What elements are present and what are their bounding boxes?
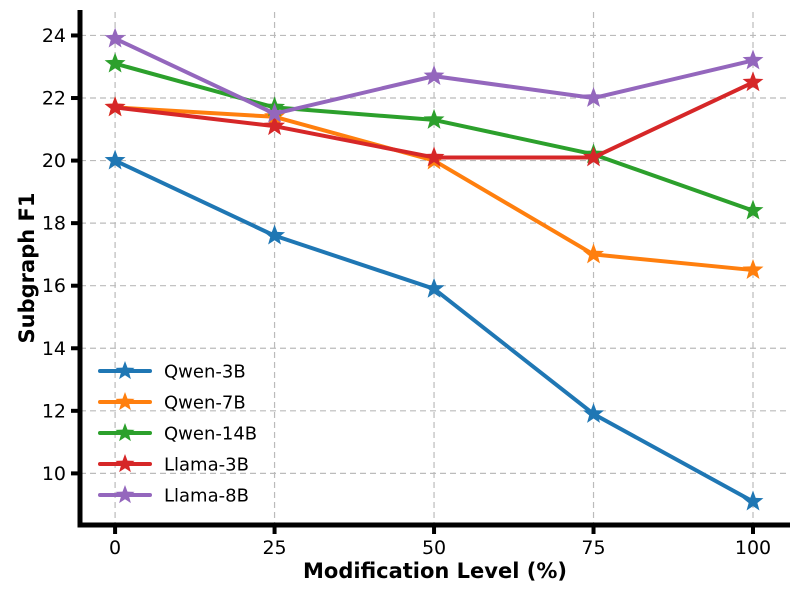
x-tick-label: 25	[262, 537, 286, 559]
legend-label-qwen-7b: Qwen-7B	[164, 393, 246, 414]
legend: Qwen-3B Qwen-7B Qwen-14B Llama-3B Llama-8B	[98, 361, 257, 507]
legend-item-llama-8b: Llama-8B	[98, 485, 249, 507]
x-tick-label: 100	[735, 537, 771, 559]
series-line-qwen-3b	[113, 158, 755, 504]
data-point-llama-3b-x75	[583, 146, 604, 167]
data-point-llama-3b-x25	[264, 115, 286, 136]
y-tick-label: 14	[42, 338, 66, 360]
data-point-llama-8b-x75	[583, 87, 604, 107]
x-axis-title: Modification Level (%)	[303, 559, 567, 583]
y-tick-label: 12	[42, 400, 66, 422]
legend-label-llama-8b: Llama-8B	[164, 486, 249, 507]
y-axis-title: Subgraph F1	[15, 193, 39, 344]
y-tick-label: 24	[42, 25, 66, 47]
legend-item-qwen-3b: Qwen-3B	[98, 361, 246, 383]
data-point-qwen-14b-x0	[104, 52, 126, 73]
legend-item-llama-3b: Llama-3B	[98, 454, 249, 476]
series-layer	[104, 27, 764, 511]
axis-layer: 10 12 14 16 18 20 22 24 0 25 50 75 100	[42, 10, 790, 559]
y-tick-label: 10	[42, 463, 66, 485]
data-point-qwen-14b-x50	[423, 108, 445, 129]
data-point-llama-8b-x25	[264, 102, 286, 123]
data-point-qwen-14b-x100	[742, 199, 764, 220]
legend-label-qwen-3b: Qwen-3B	[164, 362, 246, 383]
data-point-qwen-3b-x50	[423, 277, 445, 298]
legend-label-qwen-14b: Qwen-14B	[164, 424, 257, 445]
x-tick-label: 0	[109, 537, 121, 559]
legend-item-qwen-7b: Qwen-7B	[98, 392, 246, 414]
data-point-llama-8b-x50	[423, 65, 445, 86]
grid-layer	[80, 12, 790, 525]
data-point-llama-3b-x50	[423, 146, 445, 167]
data-point-llama-8b-x100	[742, 49, 764, 70]
legend-label-llama-3b: Llama-3B	[164, 455, 249, 476]
legend-marker-star-icon	[115, 485, 135, 504]
legend-marker-star-icon	[115, 423, 135, 442]
y-tick-label: 18	[42, 213, 66, 235]
data-point-qwen-3b-x25	[264, 224, 286, 245]
data-point-qwen-3b-x0	[104, 149, 126, 170]
legend-marker-star-icon	[115, 454, 135, 473]
legend-item-qwen-14b: Qwen-14B	[98, 423, 257, 445]
data-point-llama-3b-x100	[742, 71, 764, 92]
y-tick-label: 22	[42, 88, 66, 110]
legend-marker-star-icon	[115, 392, 135, 411]
data-point-qwen-3b-x100	[742, 490, 764, 511]
data-point-qwen-3b-x75	[583, 402, 604, 423]
x-tick-label: 50	[422, 537, 446, 559]
data-point-qwen-7b-x75	[583, 243, 604, 264]
data-point-llama-8b-x0	[104, 27, 126, 48]
y-tick-label: 16	[42, 275, 66, 297]
data-point-llama-3b-x0	[104, 96, 126, 117]
y-tick-label: 20	[42, 150, 66, 172]
legend-marker-star-icon	[115, 361, 135, 380]
data-point-qwen-7b-x100	[742, 259, 764, 279]
x-tick-label: 75	[581, 537, 605, 559]
